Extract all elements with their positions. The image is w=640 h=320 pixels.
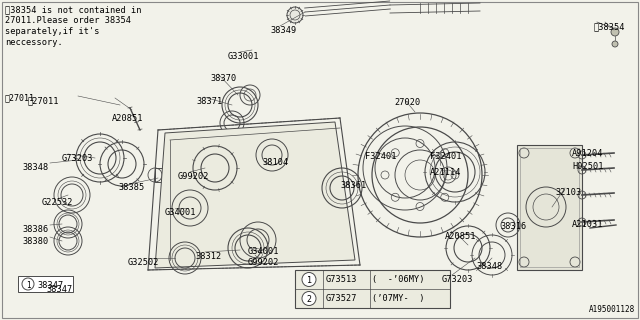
Text: A91204: A91204 — [572, 149, 604, 158]
Text: G34001: G34001 — [165, 208, 196, 217]
Polygon shape — [155, 122, 355, 268]
Circle shape — [287, 7, 303, 23]
Bar — [517, 145, 582, 270]
Bar — [18, 276, 73, 292]
Bar — [295, 270, 450, 308]
Text: G34001: G34001 — [248, 247, 280, 256]
Text: ※27011: ※27011 — [5, 93, 35, 102]
Text: neccessory.: neccessory. — [5, 38, 63, 47]
Text: ‸38354 is not contained in: ‸38354 is not contained in — [5, 5, 141, 14]
Text: A21114: A21114 — [430, 168, 461, 177]
Text: G73513: G73513 — [326, 275, 358, 284]
Text: G32502: G32502 — [128, 258, 159, 267]
Text: G33001: G33001 — [228, 52, 259, 61]
Circle shape — [611, 28, 619, 36]
Text: G73203: G73203 — [442, 275, 474, 284]
Bar — [520, 148, 579, 267]
Text: 38312: 38312 — [195, 252, 221, 261]
Text: 38370: 38370 — [210, 74, 236, 83]
Text: H02501: H02501 — [572, 162, 604, 171]
Text: G22532: G22532 — [42, 198, 74, 207]
Circle shape — [302, 273, 316, 286]
Text: G99202: G99202 — [178, 172, 209, 181]
Text: (  -’06MY): ( -’06MY) — [372, 275, 424, 284]
Text: 1: 1 — [26, 281, 30, 290]
Text: 38349: 38349 — [270, 26, 296, 35]
Text: F32401: F32401 — [430, 152, 461, 161]
Text: 27011.Please order 38354: 27011.Please order 38354 — [5, 16, 131, 25]
Text: 38347: 38347 — [46, 285, 72, 294]
Text: G99202: G99202 — [248, 258, 280, 267]
Text: A20851: A20851 — [445, 232, 477, 241]
Circle shape — [22, 278, 34, 290]
Text: 38361: 38361 — [340, 181, 366, 190]
Text: 38385: 38385 — [118, 183, 144, 192]
Text: 32103: 32103 — [555, 188, 581, 197]
Text: G73527: G73527 — [326, 294, 358, 303]
Text: 1: 1 — [307, 276, 312, 285]
Text: G73203: G73203 — [62, 154, 93, 163]
Text: 38316: 38316 — [500, 222, 526, 231]
Text: 38371: 38371 — [196, 97, 222, 106]
Text: 38386: 38386 — [22, 225, 48, 234]
Text: ‸38354: ‸38354 — [594, 22, 625, 31]
Circle shape — [612, 41, 618, 47]
Text: 38348: 38348 — [476, 262, 502, 271]
Text: 27020: 27020 — [394, 98, 420, 107]
Text: 38347: 38347 — [37, 281, 63, 290]
Text: F32401: F32401 — [365, 152, 397, 161]
Text: A20851: A20851 — [112, 114, 143, 123]
Text: ‸27011: ‸27011 — [28, 96, 60, 105]
Text: 38380: 38380 — [22, 237, 48, 246]
Text: separately,if it's: separately,if it's — [5, 27, 99, 36]
Circle shape — [302, 292, 316, 306]
Text: 2: 2 — [307, 295, 312, 304]
Text: (’07MY-  ): (’07MY- ) — [372, 294, 424, 303]
Text: A21031: A21031 — [572, 220, 604, 229]
Bar — [155, 168, 190, 182]
Text: A195001128: A195001128 — [589, 305, 635, 314]
Text: 38348: 38348 — [22, 163, 48, 172]
Text: 38104: 38104 — [262, 158, 288, 167]
